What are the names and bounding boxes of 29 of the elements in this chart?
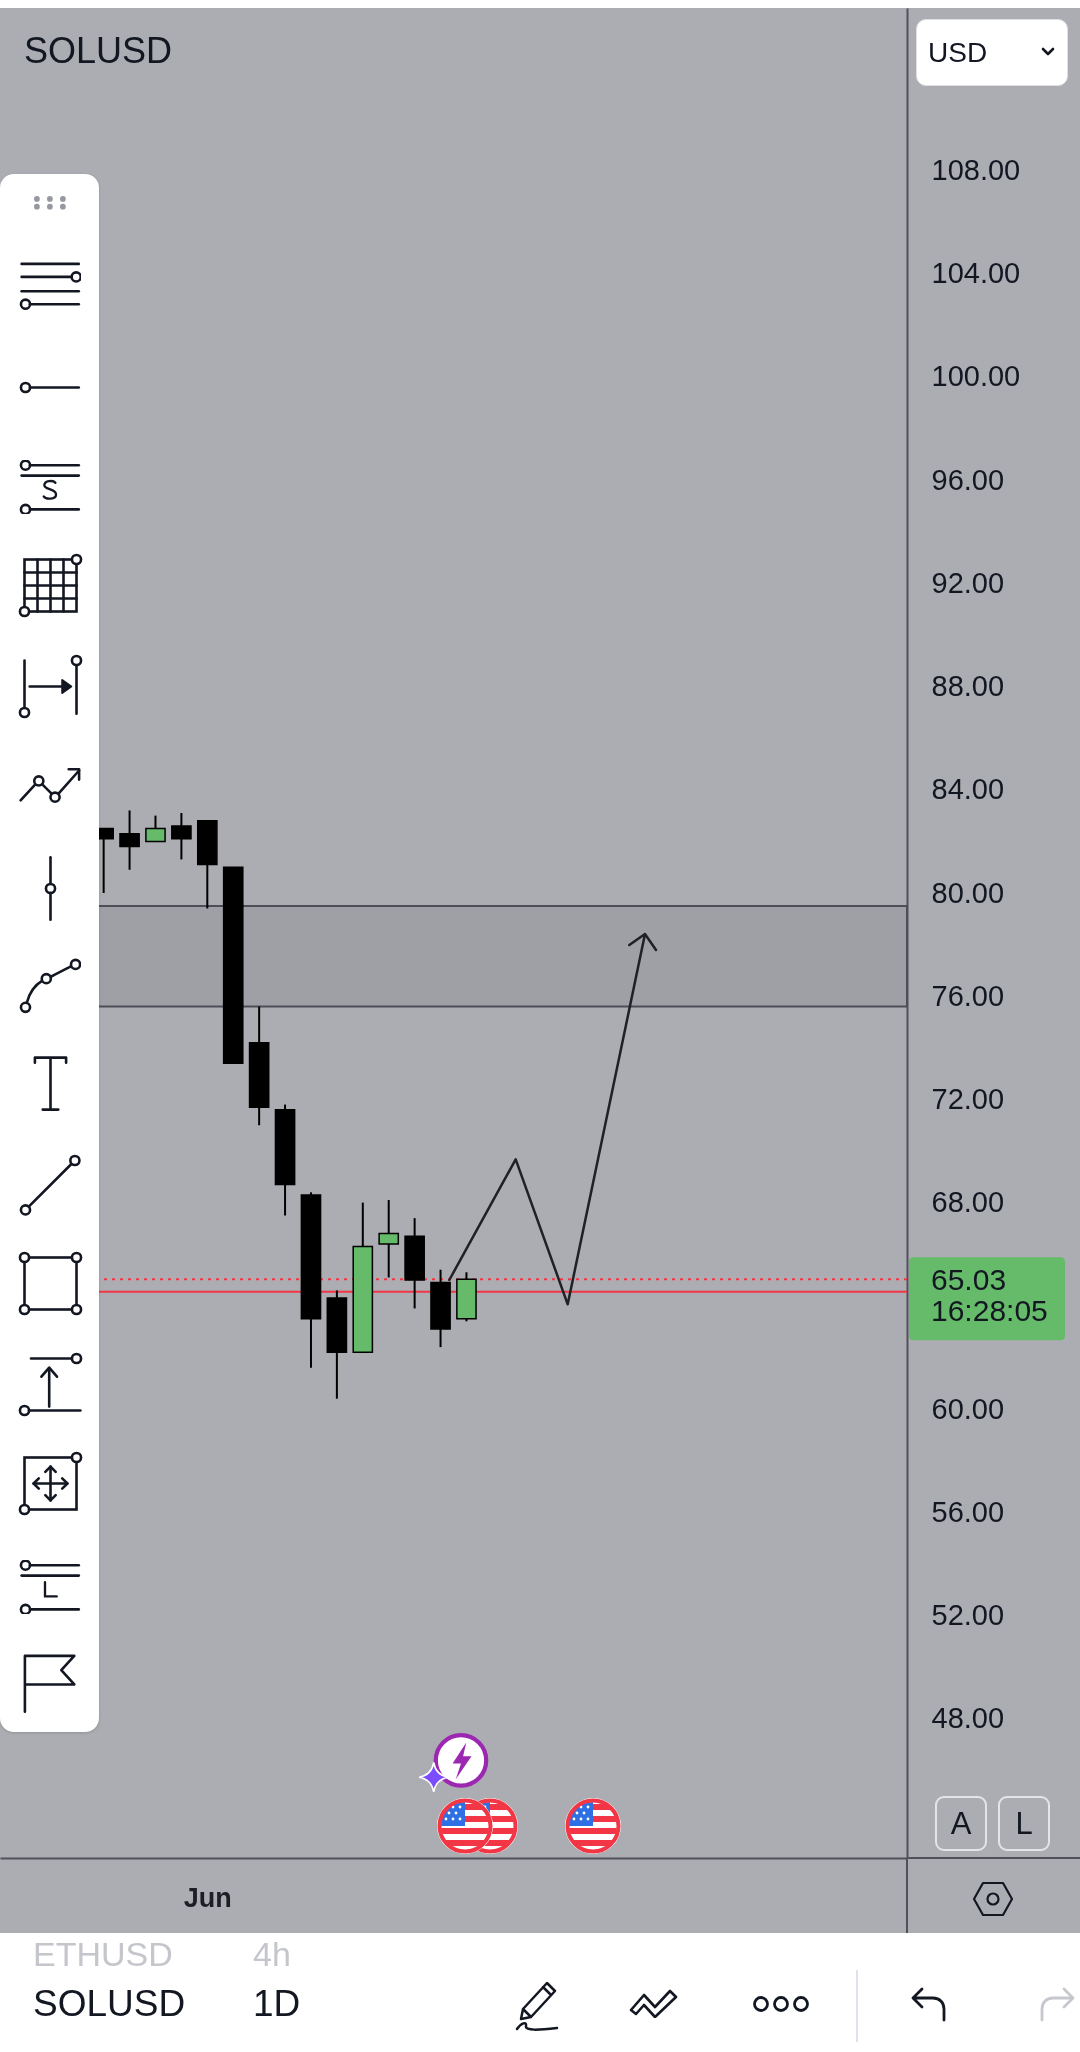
y-tick-label: 56.00 (931, 1495, 1005, 1528)
x-tick-label: Jun (183, 1882, 232, 1913)
text: SOLUSD (33, 1983, 186, 2025)
text: ETHUSD (33, 1935, 173, 1973)
y-tick-label: 72.00 (931, 1082, 1005, 1115)
text: SOLUSD (24, 30, 173, 72)
candlestick (145, 814, 166, 843)
y-tick-label: 80.00 (931, 876, 1005, 909)
button: L (998, 1796, 1050, 1851)
dropdown: USD (916, 19, 1068, 86)
y-tick-label: 92.00 (931, 566, 1005, 599)
button: A (935, 1796, 987, 1851)
candlestick (119, 809, 140, 871)
text: 4h (253, 1935, 291, 1973)
y-tick-label: 84.00 (931, 773, 1005, 806)
y-tick-label: 52.00 (931, 1598, 1005, 1631)
y-tick-label: 88.00 (931, 670, 1005, 703)
y-tick-label: 68.00 (931, 1186, 1005, 1219)
y-tick-label: 76.00 (931, 979, 1005, 1012)
text: 1D (253, 1983, 301, 2025)
y-tick-label: 48.00 (931, 1702, 1005, 1735)
candlestick (378, 1199, 400, 1279)
y-tick-label: 96.00 (931, 463, 1005, 496)
y-tick-label: 104.00 (931, 257, 1021, 290)
y-tick-label: 100.00 (931, 360, 1021, 393)
y-tick-label: 108.00 (931, 154, 1021, 187)
ref-line-label: 65.03 16:28:05 (931, 1263, 1048, 1328)
candlestick (171, 812, 192, 861)
y-tick-label: 60.00 (931, 1392, 1005, 1425)
